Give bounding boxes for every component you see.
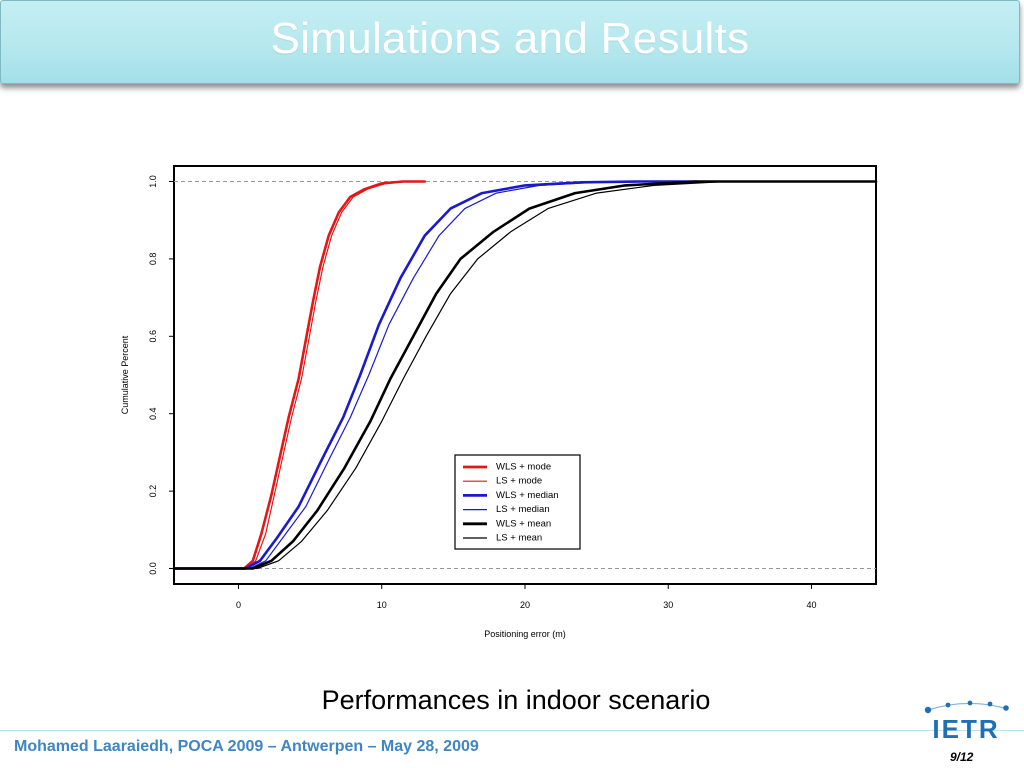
legend-label: LS + mean [496,533,542,544]
series-line-wls-median [172,180,699,570]
legend-label: WLS + mean [496,518,551,529]
y-axis-label: Cumulative Percent [120,335,130,414]
y-tick-label: 0.6 [148,330,158,343]
series-line-wls-mode [172,180,426,570]
y-tick-label: 1.0 [148,175,158,188]
footer-credit: Mohamed Laaraiedh, POCA 2009 – Antwerpen… [14,738,479,755]
y-tick-label: 0.8 [148,253,158,266]
slide-title: Simulations and Results [270,14,750,63]
x-tick-label: 10 [377,600,387,610]
logo-text: IETR [932,714,999,744]
series-line-ls-median [173,180,698,570]
legend-label: LS + mode [496,476,542,487]
legend-label: WLS + median [496,490,559,501]
x-tick-label: 20 [520,600,530,610]
page-number: 9/12 [950,750,974,764]
y-tick-label: 0.2 [148,485,158,498]
legend-label: LS + median [496,504,550,515]
chart-caption: Performances in indoor scenario [321,685,711,715]
series-line-ls-mean [173,180,877,570]
footer-divider [0,730,1024,731]
x-tick-label: 30 [663,600,673,610]
ietr-logo: IETR [924,700,1009,744]
legend-label: WLS + mode [496,462,551,473]
y-tick-label: 0.0 [148,562,158,575]
series-line-wls-mean [172,180,878,570]
title-bar: Simulations and Results [0,0,1020,84]
x-axis-label: Positioning error (m) [484,629,566,639]
y-tick-label: 0.4 [148,407,158,420]
x-tick-label: 0 [236,600,241,610]
series-line-ls-mode [173,180,426,570]
legend-box [454,454,581,550]
x-tick-label: 40 [807,600,817,610]
legend: WLS + mode LS + mode WLS + median LS + medi… [454,454,581,550]
